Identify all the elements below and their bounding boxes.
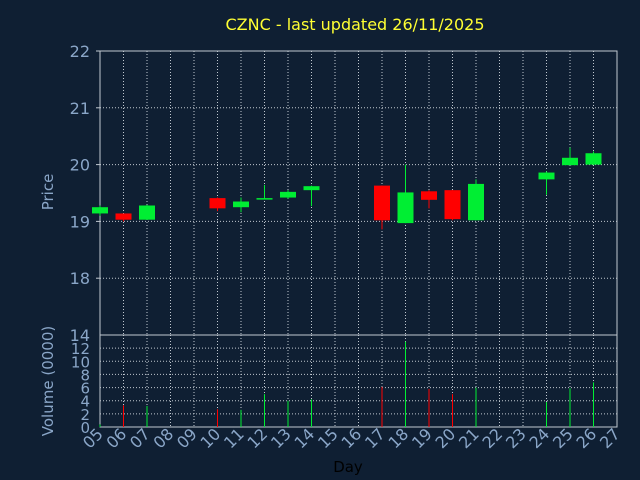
volume-tick-label: 0 <box>80 419 90 437</box>
candle-body <box>280 191 296 198</box>
price-axis-label: Price <box>39 174 57 211</box>
price-tick-label: 20 <box>70 156 90 175</box>
volume-tick-label: 10 <box>71 353 90 371</box>
candle-body <box>115 213 132 220</box>
volume-tick-label: 12 <box>71 340 90 358</box>
price-tick-label: 19 <box>70 212 90 231</box>
volume-panel: 1412108642005060708091011121314151617181… <box>70 326 624 452</box>
volume-tick-label: 14 <box>70 326 90 345</box>
candle-body <box>256 198 273 200</box>
candle-body <box>303 186 320 191</box>
volume-axis-label: Volume (0000) <box>39 326 57 436</box>
candle-body <box>585 153 602 165</box>
candle-body <box>562 157 578 166</box>
price-tick-label: 22 <box>70 42 90 61</box>
candle-body <box>421 191 437 200</box>
x-axis-label: Day <box>333 458 363 476</box>
price-tick-label: 21 <box>70 99 90 118</box>
volume-tick-label: 4 <box>80 393 90 411</box>
candle-body <box>209 198 226 209</box>
candle-body <box>468 183 484 221</box>
candle-body <box>92 207 108 214</box>
price-panel: 22 21 20 19 18 <box>70 42 618 336</box>
candle-body <box>374 185 390 221</box>
volume-tick-label: 8 <box>80 366 90 384</box>
candle-body <box>233 201 249 208</box>
price-tick-label: 18 <box>70 269 90 288</box>
candle-body <box>139 205 155 220</box>
candle-body <box>444 190 461 220</box>
candle-body <box>538 172 555 180</box>
volume-tick-label: 6 <box>80 380 90 398</box>
chart-title: CZNC - last updated 26/11/2025 <box>226 15 485 34</box>
candle-body <box>397 192 414 224</box>
volume-tick-label: 2 <box>80 406 90 424</box>
x-tick-label: 27 <box>596 424 624 452</box>
